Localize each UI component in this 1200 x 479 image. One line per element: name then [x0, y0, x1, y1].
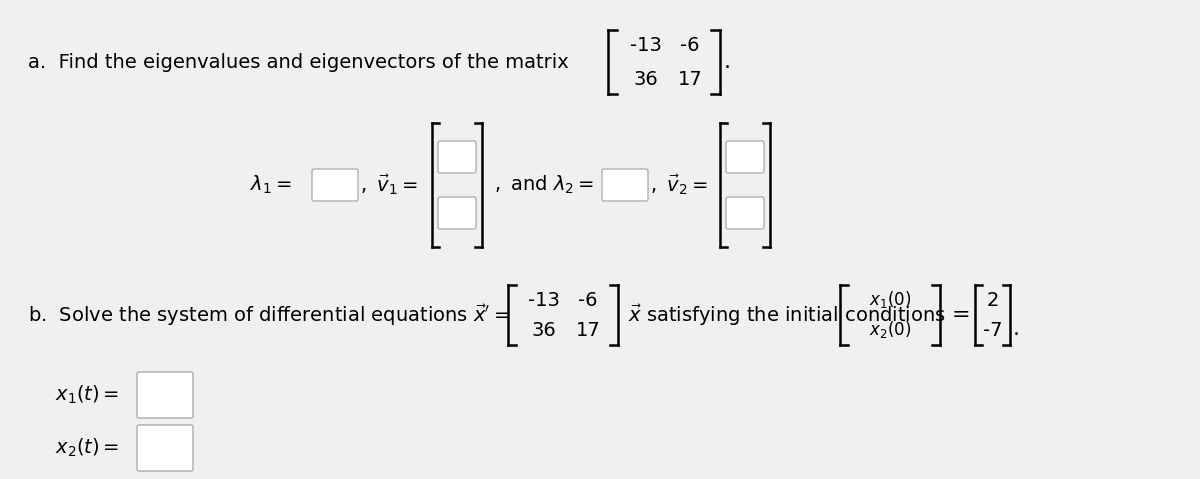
Text: $x_1(t) =$: $x_1(t) =$	[55, 384, 119, 406]
Text: 36: 36	[634, 69, 659, 89]
Text: -13: -13	[528, 290, 560, 309]
Text: -6: -6	[578, 290, 598, 309]
Text: $,\ \vec{v}_2 =$: $,\ \vec{v}_2 =$	[650, 173, 708, 197]
Text: -6: -6	[680, 35, 700, 55]
Text: $x_1(0)$: $x_1(0)$	[869, 289, 911, 310]
FancyBboxPatch shape	[602, 169, 648, 201]
FancyBboxPatch shape	[726, 197, 764, 229]
Text: $\lambda_1 =$: $\lambda_1 =$	[250, 174, 292, 196]
Text: .: .	[1013, 319, 1020, 339]
Text: 36: 36	[532, 320, 557, 340]
FancyBboxPatch shape	[438, 141, 476, 173]
Text: b.  Solve the system of differential equations $\vec{x}' =$: b. Solve the system of differential equa…	[28, 302, 510, 328]
Text: -13: -13	[630, 35, 662, 55]
FancyBboxPatch shape	[438, 197, 476, 229]
FancyBboxPatch shape	[137, 372, 193, 418]
Text: a.  Find the eigenvalues and eigenvectors of the matrix: a. Find the eigenvalues and eigenvectors…	[28, 53, 569, 71]
Text: $x_2(t) =$: $x_2(t) =$	[55, 437, 119, 459]
Text: 2: 2	[986, 290, 998, 309]
Text: =: =	[952, 305, 971, 325]
Text: .: .	[724, 52, 731, 72]
Text: -7: -7	[983, 320, 1002, 340]
FancyBboxPatch shape	[312, 169, 358, 201]
FancyBboxPatch shape	[137, 425, 193, 471]
Text: 17: 17	[678, 69, 702, 89]
Text: $,\ \text{and}\ \lambda_2 =$: $,\ \text{and}\ \lambda_2 =$	[494, 174, 594, 196]
Text: $x_2(0)$: $x_2(0)$	[869, 319, 911, 341]
Text: 17: 17	[576, 320, 600, 340]
Text: $\vec{x}$ satisfying the initial conditions: $\vec{x}$ satisfying the initial conditi…	[628, 302, 946, 328]
Text: $,\ \vec{v}_1 =$: $,\ \vec{v}_1 =$	[360, 173, 418, 197]
FancyBboxPatch shape	[726, 141, 764, 173]
